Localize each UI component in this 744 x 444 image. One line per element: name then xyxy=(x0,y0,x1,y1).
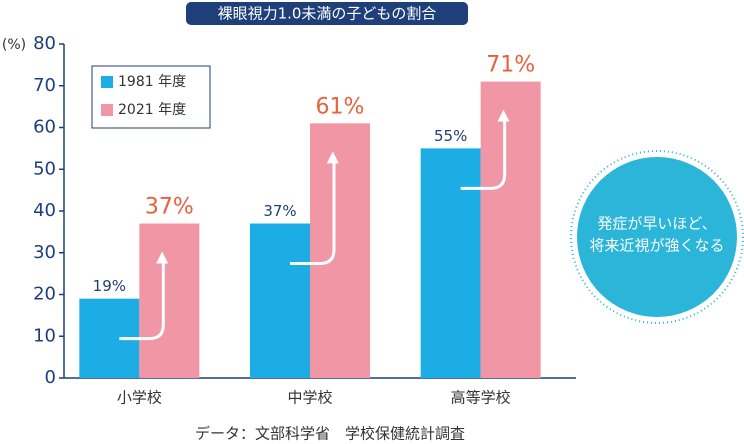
annotation-ring xyxy=(570,150,744,324)
annotation-text: 将来近視が強くなる xyxy=(589,237,724,255)
annotation-circle xyxy=(577,157,737,317)
x-tick-label: 中学校 xyxy=(287,389,332,407)
y-tick-label: 70 xyxy=(33,75,56,96)
arrow xyxy=(290,151,339,266)
y-axis-label: (%) xyxy=(2,37,26,53)
bar xyxy=(250,223,310,378)
bar xyxy=(139,223,200,378)
y-tick-label: 60 xyxy=(33,117,56,138)
bar xyxy=(480,81,541,378)
y-tick-label: 20 xyxy=(33,284,56,305)
annotation-text: 発症が早いほど、 xyxy=(597,215,716,233)
value-label: 61% xyxy=(316,94,365,119)
bar xyxy=(310,123,370,378)
source: データ：文部科学省 学校保健統計調査 xyxy=(195,425,465,443)
title-box xyxy=(186,2,468,25)
y-tick-label: 10 xyxy=(33,325,56,346)
arrow xyxy=(119,251,169,341)
y-tick-label: 40 xyxy=(33,200,56,221)
arrow xyxy=(460,109,510,190)
y-tick-label: 50 xyxy=(33,158,56,179)
value-label: 71% xyxy=(486,53,535,78)
value-label: 55% xyxy=(434,127,467,145)
y-tick-label: 80 xyxy=(33,33,56,54)
legend-label: 1981 年度 xyxy=(118,74,186,90)
bar xyxy=(420,148,481,378)
x-tick-label: 小学校 xyxy=(117,389,162,407)
chart-title: 裸眼視力1.0未満の子どもの割合 xyxy=(218,5,437,23)
value-label: 37% xyxy=(263,202,296,220)
x-tick-label: 高等学校 xyxy=(451,389,511,407)
y-tick-label: 30 xyxy=(33,242,56,263)
legend-swatch xyxy=(101,76,113,88)
y-tick-label: 0 xyxy=(45,367,56,388)
legend-label: 2021 年度 xyxy=(118,102,186,118)
value-label: 37% xyxy=(145,195,194,220)
legend-swatch xyxy=(101,104,113,116)
value-label: 19% xyxy=(93,277,126,295)
